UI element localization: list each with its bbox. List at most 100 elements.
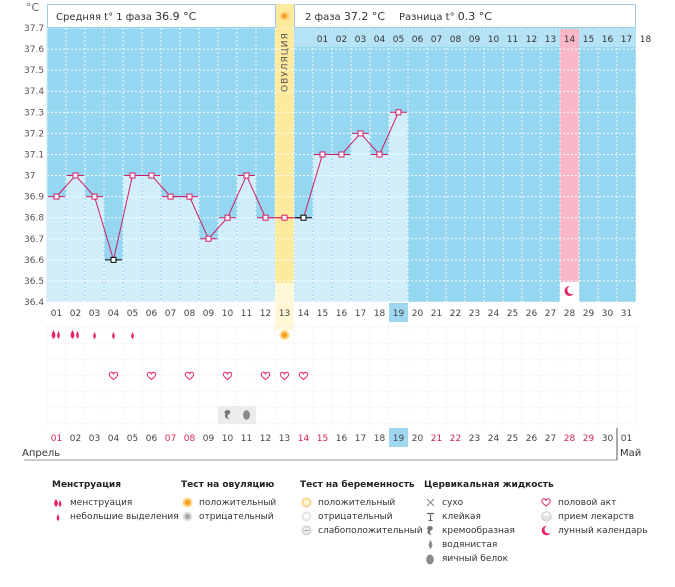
x-tick-label: 14 — [298, 309, 310, 319]
legend-cervical-fluid-item: яичный белок — [442, 554, 509, 564]
calendar-date-label: 23 — [469, 434, 480, 444]
heart-icon — [260, 371, 271, 381]
ovulation-positive-icon — [181, 496, 193, 510]
x-tick-label: 30 — [602, 309, 614, 319]
temperature-point — [53, 193, 60, 200]
calendar-date-label: 14 — [298, 434, 310, 444]
y-tick-label: 37.2 — [24, 129, 44, 139]
ovulation-test-core — [281, 332, 288, 338]
cycle-day-label: 03 — [355, 35, 366, 45]
temperature-point — [110, 256, 117, 263]
special-day-column — [560, 47, 579, 282]
ovulation-column-base — [275, 283, 294, 330]
phase1-label: Средняя t° 1 фаза — [56, 12, 155, 23]
cycle-day-label: 08 — [450, 35, 462, 45]
cycle-day-label: 04 — [374, 35, 386, 45]
y-tick-label: 37.4 — [24, 87, 44, 97]
x-tick-label: 15 — [317, 309, 328, 319]
month-start-label: Апрель — [22, 448, 60, 459]
calendar-date-label: 02 — [70, 434, 81, 444]
pregnancy-negative-icon — [300, 510, 312, 524]
y-tick-label: 37.3 — [24, 108, 44, 118]
cycle-day-row — [294, 29, 636, 47]
medicine-icon — [540, 510, 552, 524]
cycle-day-label: 17 — [621, 35, 632, 45]
phase2-label: 2 фаза — [305, 12, 344, 23]
spotting-drop-icon — [131, 332, 134, 339]
cycle-day-label: 15 — [583, 35, 594, 45]
x-tick-label: 29 — [583, 309, 595, 319]
y-tick-label: 36.5 — [24, 277, 44, 287]
current-date-highlight — [389, 428, 408, 447]
cycle-day-label: 02 — [336, 35, 347, 45]
calendar-date-label: 13 — [279, 434, 290, 444]
header-phase1-box — [47, 4, 276, 28]
legend-pregnancy-test-title: Тест на беременность — [300, 480, 415, 490]
ovulation-label: ОВУЛЯЦИЯ — [281, 32, 291, 92]
heart-icon — [184, 371, 195, 381]
y-tick-label: 37.6 — [24, 45, 44, 55]
calendar-date-label: 26 — [526, 434, 538, 444]
menstruation-drop-icon — [70, 330, 75, 339]
x-tick-label: 06 — [146, 309, 158, 319]
y-tick-label: 36.8 — [24, 214, 44, 224]
calendar-date-label: 15 — [317, 434, 328, 444]
legend-pregnancy-test: Тест на беременность положительный отриц… — [300, 480, 423, 538]
legend-menstruation-item: небольшие выделения — [70, 512, 179, 522]
x-tick-label: 04 — [108, 309, 120, 319]
x-tick-label: 12 — [260, 309, 271, 319]
temperature-point — [376, 151, 383, 158]
x-tick-label: 03 — [89, 309, 100, 319]
x-tick-label: 20 — [412, 309, 424, 319]
creamy-icon — [224, 410, 231, 419]
sticky-icon — [424, 510, 436, 524]
calendar-date-label: 11 — [241, 434, 252, 444]
temperature-bar — [332, 154, 351, 302]
temperature-bar — [199, 238, 218, 302]
menstruation-drop-icon — [51, 330, 56, 339]
spotting-drop-icon — [93, 332, 96, 339]
calendar-date-label: 30 — [602, 434, 614, 444]
legend-pregnancy-test-item: отрицательный — [318, 512, 393, 522]
temperature-bar — [313, 154, 332, 302]
x-tick-label: 17 — [355, 309, 366, 319]
legend-cervical-fluid-title: Цервикальная жидкость — [424, 480, 554, 490]
moon-icon-mask — [567, 285, 576, 295]
x-tick-label: 23 — [469, 309, 480, 319]
legend-other-item: прием лекарств — [558, 512, 635, 522]
x-tick-label: 25 — [507, 309, 518, 319]
x-tick-label: 21 — [431, 309, 442, 319]
temperature-point — [357, 130, 364, 137]
x-tick-label: 26 — [526, 309, 538, 319]
legend-ovulation-test: Тест на овуляцию положительный отрицател… — [181, 480, 276, 524]
calendar-date-label: 25 — [507, 434, 518, 444]
temperature-point — [300, 214, 307, 221]
phase2-value: 37.2 °C — [344, 10, 385, 23]
temperature-bar — [161, 196, 180, 302]
x-tick-label: 31 — [621, 309, 632, 319]
legend-other-item: лунный календарь — [558, 526, 648, 536]
x-tick-label: 19 — [393, 309, 405, 319]
legend-cervical-fluid-item: клейкая — [442, 512, 481, 522]
temperature-point — [262, 214, 269, 221]
x-tick-label: 07 — [165, 309, 176, 319]
creamy-icon — [424, 524, 436, 538]
calendar-date-label: 08 — [184, 434, 196, 444]
cycle-day-label: 06 — [412, 35, 424, 45]
x-tick-label: 24 — [488, 309, 500, 319]
heart-icon — [222, 371, 233, 381]
calendar-date-label: 29 — [583, 434, 595, 444]
calendar-date-label: 04 — [108, 434, 120, 444]
calendar-date-label: 01 — [51, 434, 62, 444]
calendar-date-label: 17 — [355, 434, 366, 444]
diff-value: 0.3 °C — [458, 10, 492, 23]
x-tick-label: 11 — [241, 309, 252, 319]
cycle-day-highlight — [560, 29, 579, 47]
temperature-bar — [85, 196, 104, 302]
temperature-bar — [104, 259, 123, 302]
temperature-point — [167, 193, 174, 200]
header-phase2: 2 фаза 37.2 °C Разница t° 0.3 °C — [305, 10, 492, 23]
calendar-date-label: 05 — [127, 434, 138, 444]
y-axis-unit: °C — [26, 1, 40, 14]
temperature-point — [224, 214, 231, 221]
